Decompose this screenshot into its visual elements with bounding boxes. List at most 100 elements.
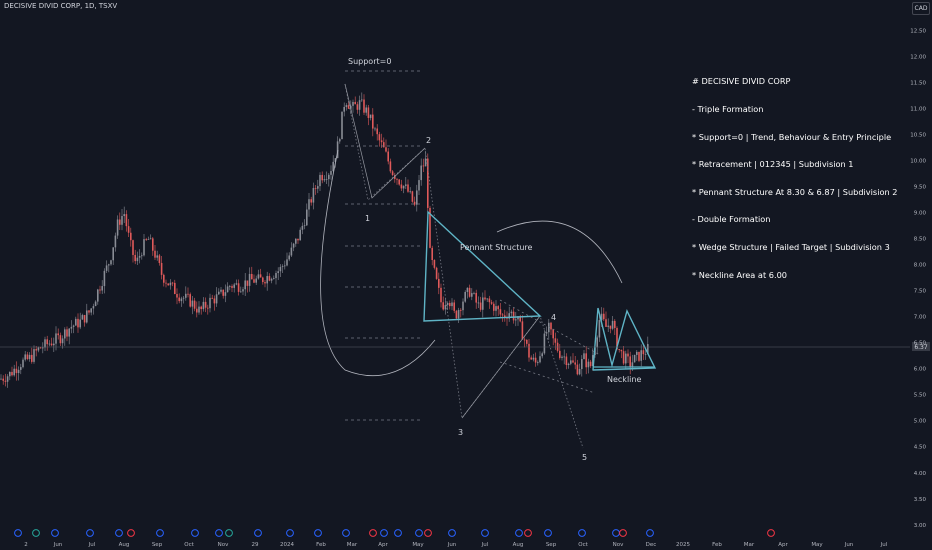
candle-body bbox=[235, 283, 238, 285]
candle-series bbox=[0, 92, 649, 388]
candle-body bbox=[471, 293, 473, 297]
event-marker bbox=[415, 529, 423, 537]
candle-body bbox=[174, 282, 176, 295]
event-marker bbox=[448, 529, 456, 537]
event-marker bbox=[767, 529, 775, 537]
candle-body bbox=[488, 298, 491, 303]
candle-body bbox=[482, 297, 484, 310]
event-marker bbox=[86, 529, 94, 537]
candle-body bbox=[92, 306, 95, 309]
y-tick-label: 7.00 bbox=[914, 315, 927, 321]
candle-body bbox=[583, 353, 585, 360]
candle-body bbox=[48, 343, 51, 345]
candle-body bbox=[103, 270, 106, 287]
candle-body bbox=[510, 311, 513, 314]
candle-body bbox=[380, 140, 383, 143]
x-tick-label: Aug bbox=[119, 542, 130, 548]
candle-body bbox=[387, 151, 389, 162]
candle-body bbox=[110, 260, 112, 265]
candle-body bbox=[209, 297, 211, 309]
candle-body bbox=[559, 350, 561, 358]
wedge-upper bbox=[499, 299, 601, 356]
candle-body bbox=[97, 289, 99, 302]
candle-body bbox=[167, 283, 169, 286]
event-marker bbox=[515, 529, 523, 537]
x-tick-label: Jun bbox=[844, 542, 854, 548]
candle-body bbox=[72, 325, 75, 327]
candle-body bbox=[466, 287, 469, 292]
y-tick-label: 10.50 bbox=[910, 132, 926, 138]
y-tick-label: 11.00 bbox=[910, 106, 926, 112]
candle-body bbox=[75, 318, 77, 326]
candle-body bbox=[438, 278, 440, 288]
x-tick-label: Feb bbox=[316, 542, 326, 548]
candle-body bbox=[143, 239, 145, 256]
candle-body bbox=[222, 289, 224, 296]
candle-body bbox=[64, 329, 66, 339]
candle-body bbox=[521, 321, 524, 340]
event-marker bbox=[254, 529, 262, 537]
candle-body bbox=[644, 353, 647, 355]
candle-body bbox=[270, 278, 273, 281]
candle-body bbox=[607, 325, 609, 327]
candle-body bbox=[501, 314, 504, 316]
y-tick-label: 6.00 bbox=[914, 367, 927, 373]
candle-body bbox=[319, 174, 321, 187]
candle-body bbox=[292, 243, 295, 248]
event-marker bbox=[342, 529, 350, 537]
candle-body bbox=[504, 315, 506, 318]
candle-body bbox=[86, 310, 88, 323]
candle-body bbox=[534, 357, 537, 363]
candle-body bbox=[552, 329, 554, 339]
x-axis: 2 Jun Jul Aug Sep Oct Nov 29 2024 Feb Mar Apr May Jun… bbox=[24, 542, 888, 548]
candle-body bbox=[431, 247, 433, 261]
candle-body bbox=[405, 184, 407, 186]
event-marker bbox=[225, 529, 233, 537]
candle-body bbox=[363, 99, 365, 113]
candle-body bbox=[94, 301, 97, 307]
event-marker bbox=[481, 529, 489, 537]
x-tick-label: Apr bbox=[778, 542, 788, 548]
candle-body bbox=[565, 356, 568, 366]
candle-body bbox=[268, 276, 271, 281]
candle-body bbox=[567, 363, 570, 366]
candle-body bbox=[603, 313, 605, 320]
candle-body bbox=[391, 171, 394, 176]
candle-body bbox=[605, 319, 607, 327]
candle-body bbox=[99, 289, 101, 291]
event-marker bbox=[32, 529, 40, 537]
candle-body bbox=[255, 278, 257, 283]
candle-body bbox=[288, 255, 290, 260]
currency-badge[interactable]: CAD bbox=[912, 2, 930, 15]
candle-body bbox=[442, 302, 444, 310]
y-tick-label: 8.00 bbox=[914, 263, 927, 269]
candle-body bbox=[341, 111, 343, 140]
candle-body bbox=[20, 367, 22, 370]
candle-body bbox=[462, 301, 464, 311]
candle-body bbox=[497, 306, 499, 310]
candle-body bbox=[376, 128, 378, 135]
candle-body bbox=[424, 158, 427, 167]
candle-body bbox=[224, 292, 227, 296]
candle-body bbox=[561, 356, 563, 358]
candle-body bbox=[638, 351, 640, 361]
wave-label-4: 4 bbox=[551, 313, 556, 322]
candle-body bbox=[409, 191, 411, 193]
candle-body bbox=[620, 349, 623, 352]
candle-body bbox=[446, 302, 449, 306]
candle-body bbox=[273, 278, 275, 279]
candle-body bbox=[343, 106, 345, 112]
candle-body bbox=[416, 190, 418, 205]
candle-body bbox=[198, 306, 200, 313]
candle-body bbox=[46, 339, 48, 345]
y-tick-label: 8.50 bbox=[914, 237, 927, 243]
candle-body bbox=[631, 362, 634, 367]
candle-body bbox=[191, 300, 194, 307]
support-label: Support=0 bbox=[348, 57, 391, 66]
candle-body bbox=[453, 302, 455, 311]
candle-body bbox=[627, 353, 629, 357]
candle-body bbox=[325, 179, 328, 180]
candle-body bbox=[59, 335, 62, 344]
y-tick-label: 10.00 bbox=[910, 159, 926, 165]
